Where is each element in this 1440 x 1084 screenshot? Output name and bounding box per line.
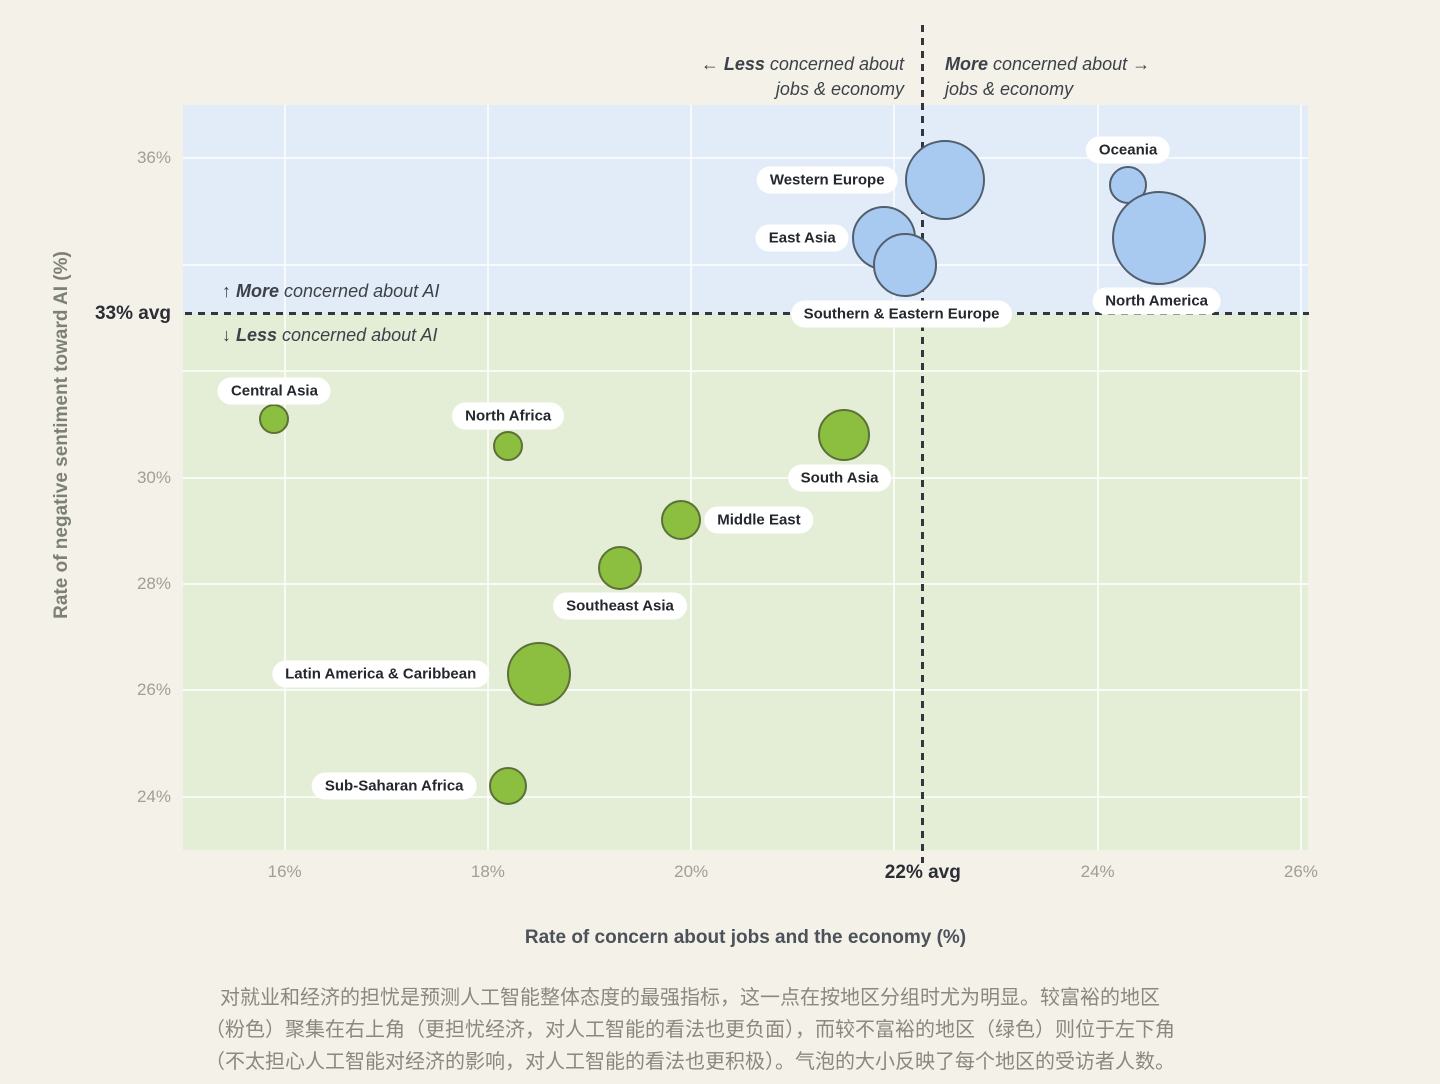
bubble-western-europe [905,139,986,220]
caption-line: （粉色）聚集在右上角（更担忧经济，对人工智能的看法也更负面），而较不富裕的地区（… [205,1019,1175,1041]
y-tick-label-30: 30% [136,467,171,487]
gridline-y-28 [183,582,1308,585]
right-arrow-icon: → [1132,54,1151,74]
bubble-south-asia [817,408,870,461]
bubble-sub-saharan-africa [489,767,528,806]
annotation-more-concerned-ai: ↑ More concerned about AI [222,281,440,301]
x-tick-label-18: 18% [470,862,505,881]
label-north-africa: North Africa [452,402,565,430]
annotation-line: jobs & economy [775,79,904,99]
caption: 对就业和经济的担忧是预测人工智能整体态度的最强指标，这一点在按地区分组时尤为明显… [0,982,1380,1078]
y-average-line [185,312,1309,316]
caption-line: （不太担心人工智能对经济的影响，对人工智能的看法也更积极）。气泡的大小反映了每个… [205,1051,1175,1073]
x-tick-label-24: 24% [1080,862,1115,881]
label-middle-east: Middle East [704,506,814,534]
annotation-line: More concerned about → [945,54,1151,74]
plot-area: ↑ More concerned about AI ↓ Less concern… [95,25,1318,948]
gridline-y-36 [183,157,1308,160]
y-tick-label-24: 24% [136,786,171,806]
label-east-asia: East Asia [755,224,849,252]
y-tick-label-26: 26% [136,680,171,700]
x-axis-title: Rate of concern about jobs and the econo… [524,927,967,948]
x-tick-label-26: 26% [1283,862,1318,881]
label-north-america: North America [1092,287,1222,315]
y-tick-label-36: 36% [136,148,171,168]
bubble-latin-america-caribbean [506,642,571,707]
gridline-y-24 [183,795,1308,798]
label-sub-saharan-africa: Sub-Saharan Africa [311,772,477,800]
x-tick-label-16: 16% [267,862,302,881]
down-arrow-icon: ↓ [222,325,237,345]
left-arrow-icon: ← [700,54,724,74]
y-average-label: 33% avg [94,302,171,324]
bubble-southeast-asia [597,545,642,590]
x-average-line [921,25,925,863]
label-latin-america-caribbean: Latin America & Caribbean [272,660,490,688]
bubble-central-asia [259,403,290,434]
label-southern-eastern-europe: Southern & Eastern Europe [790,300,1013,328]
label-central-asia: Central Asia [217,377,331,405]
gridline-y-32 [183,370,1308,373]
up-arrow-icon: ↑ [222,281,237,301]
x-average-label: 22% avg [884,862,961,883]
bubble-southern-eastern-europe [872,232,937,297]
annotation-more-concerned-jobs: More concerned about → jobs & economy [945,52,1150,102]
x-tick-label-20: 20% [674,862,709,881]
bubble-north-africa [493,430,524,461]
annotation-line: jobs & economy [945,79,1074,99]
label-southeast-asia: Southeast Asia [553,592,687,620]
label-oceania: Oceania [1085,136,1171,164]
annotation-less-concerned-jobs: ← Less concerned about jobs & economy [701,52,904,102]
caption-line: 对就业和经济的担忧是预测人工智能整体态度的最强指标，这一点在按地区分组时尤为明显… [220,987,1160,1009]
y-tick-label-28: 28% [136,573,171,593]
annotation-line: ← Less concerned about [700,54,904,74]
bubble-middle-east [660,500,701,541]
label-south-asia: South Asia [787,464,892,492]
gridline-y-34 [183,263,1308,266]
gridline-y-30 [183,476,1308,479]
band-below-ai-average [183,313,1308,850]
bubble-north-america [1111,191,1206,286]
annotation-less-concerned-ai: ↓ Less concerned about AI [222,325,438,345]
label-western-europe: Western Europe [756,166,898,193]
gridline-y-26 [183,689,1308,692]
y-axis-title: Rate of negative sentiment toward AI (%) [51,251,72,619]
